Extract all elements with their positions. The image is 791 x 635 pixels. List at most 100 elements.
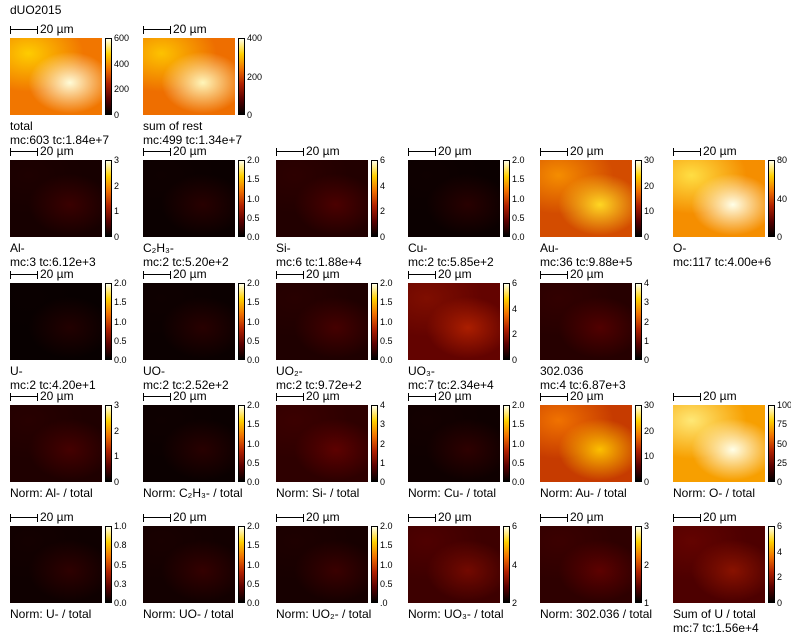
panel-stats: mc:7 tc:2.34e+4 xyxy=(408,378,494,392)
colorbar-tick: 2.0 xyxy=(380,521,393,531)
colorbar-tick: 1.0 xyxy=(380,559,393,570)
colorbar xyxy=(635,526,642,603)
colorbar-tick: 3 xyxy=(644,297,650,308)
ion-image xyxy=(143,283,235,360)
colorbar-tick: 2.0 xyxy=(512,400,525,410)
panel-stats: mc:6 tc:1.88e+4 xyxy=(276,255,362,269)
colorbar-tick: 0.0 xyxy=(247,355,260,365)
scale-label: 20 µm xyxy=(306,389,340,403)
scale-label: 20 µm xyxy=(438,144,472,158)
colorbar-tick: 0.5 xyxy=(380,578,393,589)
scale-label: 20 µm xyxy=(306,144,340,158)
panel-stats: mc:2 tc:5.85e+2 xyxy=(408,255,494,269)
ion-image xyxy=(10,526,102,603)
colorbar-tick: 50 xyxy=(777,438,788,449)
colorbar-tick: 1.5 xyxy=(512,174,525,185)
colorbar-tick: 2.0 xyxy=(380,278,393,288)
scale-label: 20 µm xyxy=(306,267,340,281)
colorbar-tick: 0.5 xyxy=(114,559,127,570)
scale-bar xyxy=(408,393,436,401)
panel-stats: mc:3 tc:6.12e+3 xyxy=(10,255,96,269)
colorbar-tick: 6 xyxy=(512,278,518,288)
panel-stats: mc:603 tc:1.84e+7 xyxy=(10,133,110,147)
colorbar-tick: 2 xyxy=(777,572,783,583)
colorbar-tick: 2 xyxy=(644,559,650,570)
colorbar xyxy=(503,283,510,360)
colorbar-tick: 0 xyxy=(114,477,120,487)
colorbar-tick: 80 xyxy=(777,155,788,165)
colorbar xyxy=(238,405,245,482)
panel-label: Au- xyxy=(540,241,559,255)
colorbar xyxy=(238,160,245,237)
ion-image xyxy=(408,160,500,237)
ion-image xyxy=(10,38,102,115)
ion-image xyxy=(673,405,765,482)
panel-stats: mc:36 tc:9.88e+5 xyxy=(540,255,633,269)
colorbar-tick: 0 xyxy=(777,477,783,487)
panel-stats: mc:117 tc:4.00e+6 xyxy=(673,255,772,269)
ion-image xyxy=(673,160,765,237)
panel-label: Norm: UO₂- / total xyxy=(276,607,372,621)
colorbar-tick: 0 xyxy=(777,598,783,608)
colorbar-tick: 0.5 xyxy=(380,335,393,346)
scale-bar xyxy=(408,148,436,156)
colorbar-tick: 4 xyxy=(777,546,783,557)
colorbar-tick: 2 xyxy=(380,206,386,217)
scale-bar xyxy=(143,271,171,279)
colorbar xyxy=(371,405,378,482)
colorbar-tick: 4 xyxy=(380,400,386,410)
colorbar-tick: 200 xyxy=(114,84,130,95)
panel-label: total xyxy=(10,119,33,133)
scale-bar xyxy=(143,514,171,522)
ion-image xyxy=(540,526,632,603)
colorbar xyxy=(768,526,775,603)
colorbar-tick: 1.5 xyxy=(247,419,260,430)
colorbar-tick: 40 xyxy=(777,193,788,204)
panel-label: sum of rest xyxy=(143,119,203,133)
colorbar xyxy=(635,283,642,360)
colorbar-tick: 1.5 xyxy=(114,297,127,308)
colorbar-tick: 10 xyxy=(644,451,655,462)
colorbar-tick: 1 xyxy=(644,598,650,608)
panel-label: Norm: Cu- / total xyxy=(408,486,497,500)
panel-stats: mc:4 tc:6.87e+3 xyxy=(540,378,626,392)
colorbar xyxy=(105,38,112,115)
scale-label: 20 µm xyxy=(438,510,472,524)
colorbar-tick: 0 xyxy=(380,477,386,487)
colorbar-tick: 400 xyxy=(114,58,130,69)
scale-label: 20 µm xyxy=(703,510,737,524)
ion-image xyxy=(143,160,235,237)
colorbar-tick: 2.0 xyxy=(247,521,260,531)
scale-label: 20 µm xyxy=(570,267,604,281)
ion-image xyxy=(143,526,235,603)
colorbar-tick: 30 xyxy=(644,155,655,165)
scale-bar xyxy=(276,148,304,156)
colorbar-tick: 0.5 xyxy=(114,335,127,346)
colorbar-tick: 0 xyxy=(644,232,650,242)
panel-label: C₂H₃- xyxy=(143,241,174,255)
scale-label: 20 µm xyxy=(40,267,74,281)
ion-image xyxy=(540,283,632,360)
colorbar-tick: 0 xyxy=(644,355,650,365)
colorbar-tick: 2 xyxy=(114,425,120,436)
colorbar-tick: 1.5 xyxy=(247,540,260,551)
panel-label: Norm: Al- / total xyxy=(10,486,93,500)
colorbar-tick: 0.5 xyxy=(247,457,260,468)
ion-image xyxy=(276,283,368,360)
colorbar-tick: 0 xyxy=(114,232,120,242)
colorbar-tick: .0 xyxy=(380,598,388,608)
colorbar-tick: 1.0 xyxy=(512,193,525,204)
colorbar-tick: 0 xyxy=(380,232,386,242)
colorbar-tick: 1.0 xyxy=(247,559,260,570)
panel-label: UO₂- xyxy=(276,364,303,378)
scale-bar xyxy=(10,26,38,34)
colorbar-tick: 20 xyxy=(644,180,655,191)
colorbar-tick: 4 xyxy=(644,278,650,288)
colorbar xyxy=(371,526,378,603)
scale-bar xyxy=(143,26,171,34)
colorbar xyxy=(105,160,112,237)
colorbar-tick: 1.5 xyxy=(512,419,525,430)
ion-image xyxy=(673,526,765,603)
colorbar-tick: 600 xyxy=(114,33,130,43)
panel-stats: mc:2 tc:2.52e+2 xyxy=(143,378,229,392)
